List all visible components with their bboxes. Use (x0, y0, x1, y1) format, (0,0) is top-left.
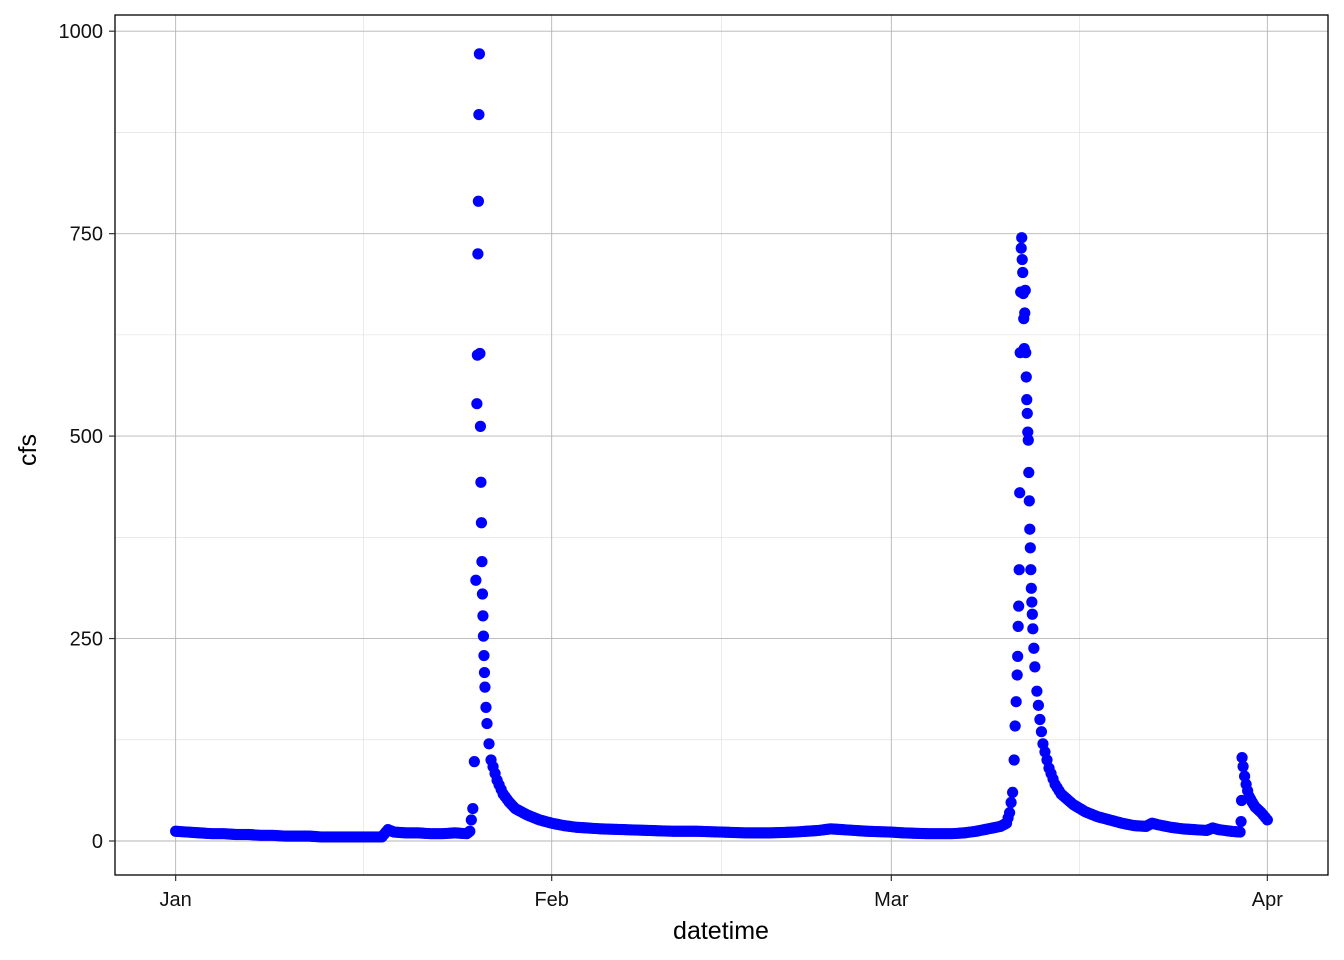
data-point (1022, 426, 1034, 438)
data-point (474, 420, 487, 432)
data-point (467, 803, 479, 815)
data-point (477, 610, 489, 622)
x-axis: Jan Feb Mar Apr (160, 875, 1283, 911)
data-point (1234, 826, 1246, 838)
data-point (473, 109, 485, 121)
data-point (473, 48, 486, 60)
x-tick-label: Mar (874, 889, 909, 911)
data-point (1025, 582, 1037, 594)
data-point (1026, 596, 1038, 608)
data-point (1016, 232, 1028, 244)
plot-border (114, 14, 1329, 876)
data-point (1005, 796, 1017, 809)
data-point (483, 738, 495, 750)
y-axis: 0 250 500 750 1000 (59, 21, 115, 853)
y-tick-label: 750 (70, 224, 103, 246)
data-point (479, 681, 491, 693)
data-point (1261, 814, 1273, 826)
data-point (1021, 394, 1033, 406)
data-point (1020, 347, 1032, 359)
x-tick-label: Feb (534, 889, 568, 911)
data-point (1024, 523, 1036, 535)
data-point (1032, 699, 1044, 711)
data-point (1008, 754, 1020, 766)
data-point (1025, 564, 1037, 576)
y-axis-title: cfs (14, 434, 42, 466)
data-point (465, 814, 477, 826)
data-point (478, 649, 490, 662)
data-point (1016, 253, 1028, 266)
data-point (1015, 242, 1027, 254)
data-point (1023, 495, 1035, 507)
y-tick-label: 1000 (59, 21, 104, 43)
data-point (1014, 487, 1026, 499)
y-tick-label: 250 (70, 629, 103, 651)
data-point (1003, 807, 1016, 819)
data-point (1011, 669, 1023, 681)
data-point (476, 588, 489, 600)
data-point (1031, 685, 1043, 697)
data-point (476, 556, 488, 568)
data-point (1237, 760, 1249, 773)
data-point (464, 825, 476, 837)
data-point (1023, 466, 1035, 479)
data-point (474, 347, 486, 360)
data-point (477, 630, 490, 642)
data-point (1026, 608, 1038, 620)
data-point (1010, 696, 1022, 708)
data-point (1035, 726, 1048, 738)
data-point (1013, 600, 1025, 612)
data-point (1017, 266, 1029, 279)
data-point (472, 248, 484, 260)
data-point (1012, 620, 1024, 632)
data-point (475, 517, 488, 529)
data-point (470, 574, 482, 586)
data-point (1022, 434, 1034, 446)
x-axis-title: datetime (673, 917, 769, 945)
data-point (1019, 284, 1031, 296)
data-point (1028, 642, 1040, 654)
data-point (1024, 542, 1036, 554)
data-point (1019, 307, 1031, 319)
data-point (1027, 623, 1039, 635)
x-tick-label: Apr (1252, 889, 1283, 911)
data-point (1235, 815, 1247, 828)
data-point (1013, 564, 1025, 576)
data-point (481, 717, 493, 730)
x-tick-label: Jan (160, 889, 192, 911)
data-point (1236, 751, 1248, 764)
data-points (170, 48, 1273, 843)
data-point (1009, 720, 1021, 732)
y-tick-label: 0 (92, 831, 103, 853)
data-point (1021, 407, 1033, 420)
data-point (1012, 650, 1024, 662)
y-tick-label: 500 (70, 426, 103, 448)
data-point (1007, 786, 1019, 799)
data-point (468, 756, 480, 768)
data-point (1020, 371, 1032, 383)
data-point (480, 701, 492, 713)
data-point (475, 476, 487, 488)
grid (115, 15, 1328, 875)
data-point (472, 195, 484, 207)
data-point (478, 666, 491, 679)
data-point (471, 398, 483, 410)
data-point (1029, 661, 1041, 673)
data-point (1034, 713, 1046, 726)
